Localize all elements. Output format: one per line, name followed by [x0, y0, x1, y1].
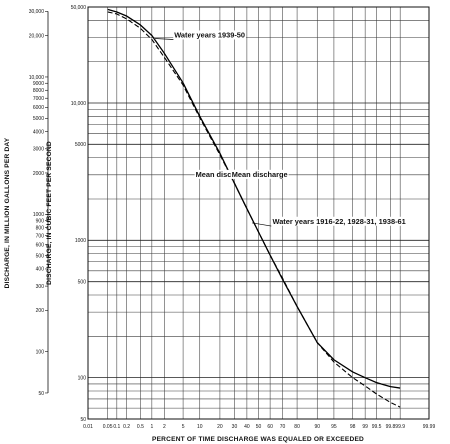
mgd-tick-label: 5000 [33, 116, 44, 122]
x-tick-label: 5 [182, 424, 185, 430]
x-tick-label: 0.1 [113, 424, 120, 430]
series-line-1 [107, 11, 401, 408]
series-lines [107, 8, 401, 408]
y-axis-title-mgd: DISCHARGE, IN MILLION GALLONS PER DAY [4, 137, 11, 288]
mgd-tick-label: 600 [36, 243, 45, 249]
mgd-tick-label: 20,000 [29, 33, 45, 39]
mgd-tick-label: 8000 [33, 88, 44, 94]
mgd-tick-label: 50 [38, 391, 44, 397]
x-axis-ticks: 0.01 0.05 0.1 0.2 0.5 1 2 5 10 20 30 40 50 60 70 80 90 95… [83, 424, 435, 430]
mgd-tick-label: 2000 [33, 171, 44, 177]
x-tick-label: 95 [331, 424, 337, 430]
x-tick-label: 99.99 [423, 424, 436, 430]
mgd-tick-label: 900 [36, 218, 45, 224]
x-tick-label: 30 [232, 424, 238, 430]
x-tick-label: 99.8 [386, 424, 396, 430]
grid [88, 7, 429, 419]
x-tick-label: 99 [362, 424, 368, 430]
cfs-tick-label: 5000 [75, 142, 86, 148]
x-axis-title: PERCENT OF TIME DISCHARGE WAS EQUALED OR… [152, 436, 364, 443]
series-line-0 [107, 8, 401, 389]
x-tick-label: 99.5 [372, 424, 382, 430]
mgd-tick-label: 500 [36, 253, 45, 259]
mgd-tick-label: 700 [36, 233, 45, 239]
cfs-tick-label: 10,000 [71, 101, 87, 107]
x-tick-label: 60 [267, 424, 273, 430]
plot-frame [87, 6, 430, 420]
x-tick-label: 98 [350, 424, 356, 430]
x-tick-label: 0.05 [103, 424, 113, 430]
x-tick-label: 50 [256, 424, 262, 430]
annotation-label: Mean discharge [232, 170, 288, 179]
x-tick-label: 0.2 [123, 424, 130, 430]
mgd-tick-label: 10,000 [29, 75, 45, 81]
x-tick-label: 80 [294, 424, 300, 430]
x-tick-label: 0.01 [83, 424, 93, 430]
x-tick-label: 99.9 [395, 424, 405, 430]
mgd-tick-label: 7000 [33, 96, 44, 102]
cfs-tick-label: 1000 [75, 238, 86, 244]
x-tick-label: 10 [197, 424, 203, 430]
cfs-tick-label: 100 [78, 375, 87, 381]
mgd-tick-label: 9000 [33, 81, 44, 87]
y-axis-title-cfs: DISCHARGE, IN CUBIC FEET PER SECOND [46, 141, 53, 285]
mgd-tick-label: 4000 [33, 129, 44, 135]
mgd-tick-label: 400 [36, 267, 45, 273]
x-tick-label: 1 [150, 424, 153, 430]
annotation-leader [252, 222, 272, 227]
annotation-label: Water years 1939-50 [174, 30, 245, 39]
cfs-tick-label: 50,000 [71, 5, 87, 11]
mgd-tick-label: 100 [36, 349, 45, 355]
mgd-tick-label: 200 [36, 308, 45, 314]
annotation-label: Water years 1916-22, 1928-31, 1938-61 [273, 217, 406, 226]
mgd-tick-label: 3000 [33, 147, 44, 153]
x-tick-label: 90 [314, 424, 320, 430]
mgd-tick-label: 300 [36, 284, 45, 290]
mgd-tick-label: 6000 [33, 105, 44, 111]
mgd-tick-label: 1000 [33, 212, 44, 218]
x-tick-label: 0.5 [137, 424, 144, 430]
cfs-tick-label: 500 [78, 279, 87, 285]
annotation-label: Mean discharge [196, 170, 252, 179]
annotation-leader [155, 38, 174, 40]
annotation-leaders [155, 38, 272, 227]
mgd-tick-label: 800 [36, 225, 45, 231]
mgd-tick-label: 30,000 [29, 9, 45, 15]
x-tick-label: 70 [280, 424, 286, 430]
x-tick-label: 20 [217, 424, 223, 430]
cfs-axis-ticks: 50 100 500 1000 5000 10,000 50,000 [71, 5, 87, 423]
x-tick-label: 40 [244, 424, 250, 430]
cfs-tick-label: 50 [80, 417, 86, 423]
x-tick-label: 2 [163, 424, 166, 430]
